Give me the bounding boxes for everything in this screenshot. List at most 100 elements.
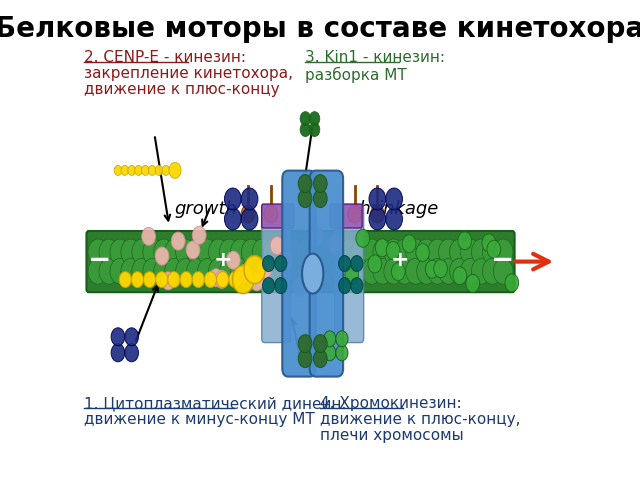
Circle shape	[156, 272, 168, 288]
Circle shape	[298, 335, 312, 353]
Circle shape	[406, 258, 426, 284]
Circle shape	[225, 208, 241, 230]
Circle shape	[314, 335, 327, 353]
Circle shape	[458, 232, 472, 250]
Circle shape	[472, 258, 491, 284]
Circle shape	[285, 239, 305, 265]
Circle shape	[275, 258, 294, 284]
Circle shape	[99, 258, 118, 284]
Circle shape	[373, 239, 392, 265]
Circle shape	[300, 112, 310, 126]
Circle shape	[345, 266, 358, 284]
Circle shape	[209, 269, 223, 287]
Circle shape	[204, 272, 216, 288]
Circle shape	[362, 239, 381, 265]
Circle shape	[300, 122, 310, 137]
Circle shape	[324, 331, 336, 347]
Circle shape	[238, 264, 252, 282]
Circle shape	[168, 272, 180, 288]
Circle shape	[154, 239, 173, 265]
Circle shape	[121, 166, 129, 175]
FancyBboxPatch shape	[330, 204, 362, 228]
Circle shape	[329, 258, 349, 284]
Circle shape	[241, 239, 261, 265]
Circle shape	[351, 277, 363, 294]
Circle shape	[453, 267, 467, 285]
Circle shape	[110, 239, 129, 265]
Circle shape	[487, 240, 500, 258]
Circle shape	[142, 228, 156, 245]
Text: 2. CENP-E - кинезин:: 2. CENP-E - кинезин:	[84, 50, 246, 65]
Circle shape	[375, 239, 389, 257]
Circle shape	[318, 258, 338, 284]
Text: движение к плюс-концу,: движение к плюс-концу,	[320, 412, 520, 427]
Circle shape	[314, 175, 327, 192]
Circle shape	[110, 258, 129, 284]
Circle shape	[309, 112, 320, 126]
Circle shape	[161, 272, 175, 290]
Circle shape	[369, 188, 386, 210]
Circle shape	[449, 258, 469, 284]
Circle shape	[259, 260, 272, 278]
Circle shape	[164, 258, 184, 284]
Circle shape	[154, 258, 173, 284]
Circle shape	[416, 244, 429, 262]
Circle shape	[125, 328, 138, 346]
Circle shape	[373, 258, 392, 284]
Circle shape	[209, 258, 228, 284]
Circle shape	[134, 166, 142, 175]
Text: движение к минус-концу МТ: движение к минус-концу МТ	[84, 412, 315, 427]
Circle shape	[88, 239, 108, 265]
Circle shape	[132, 239, 152, 265]
Circle shape	[292, 278, 307, 296]
Circle shape	[348, 205, 362, 223]
Circle shape	[402, 235, 416, 253]
Circle shape	[307, 258, 327, 284]
Circle shape	[310, 228, 324, 245]
Circle shape	[461, 258, 480, 284]
Circle shape	[483, 239, 502, 265]
Text: shrinkage: shrinkage	[351, 200, 440, 218]
Circle shape	[362, 258, 381, 284]
Circle shape	[119, 272, 131, 288]
Circle shape	[131, 272, 143, 288]
Text: движение к плюс-концу: движение к плюс-концу	[84, 83, 280, 97]
Circle shape	[309, 122, 320, 137]
Circle shape	[209, 239, 228, 265]
Text: 3. Kin1 - кинезин:: 3. Kin1 - кинезин:	[305, 50, 445, 65]
Circle shape	[88, 258, 108, 284]
Circle shape	[187, 239, 206, 265]
Circle shape	[156, 166, 163, 175]
Circle shape	[241, 208, 258, 230]
Circle shape	[275, 239, 294, 265]
Circle shape	[263, 239, 283, 265]
Circle shape	[428, 239, 447, 265]
Circle shape	[493, 258, 513, 284]
Circle shape	[198, 239, 217, 265]
Circle shape	[220, 239, 239, 265]
Circle shape	[227, 251, 240, 269]
Circle shape	[285, 258, 305, 284]
Circle shape	[417, 258, 436, 284]
Circle shape	[336, 331, 348, 347]
Circle shape	[386, 208, 403, 230]
Text: −: −	[88, 246, 111, 274]
Circle shape	[369, 208, 386, 230]
Circle shape	[384, 258, 403, 284]
Circle shape	[99, 239, 118, 265]
Circle shape	[395, 258, 415, 284]
Circle shape	[232, 265, 254, 294]
Circle shape	[111, 328, 125, 346]
Circle shape	[176, 239, 195, 265]
Circle shape	[262, 255, 275, 272]
Circle shape	[324, 345, 336, 361]
Circle shape	[296, 258, 316, 284]
Circle shape	[186, 241, 200, 259]
Circle shape	[270, 237, 284, 254]
Circle shape	[262, 277, 275, 294]
Circle shape	[264, 205, 278, 223]
Circle shape	[392, 263, 405, 281]
Circle shape	[351, 258, 371, 284]
Circle shape	[426, 260, 439, 278]
Circle shape	[371, 205, 384, 223]
